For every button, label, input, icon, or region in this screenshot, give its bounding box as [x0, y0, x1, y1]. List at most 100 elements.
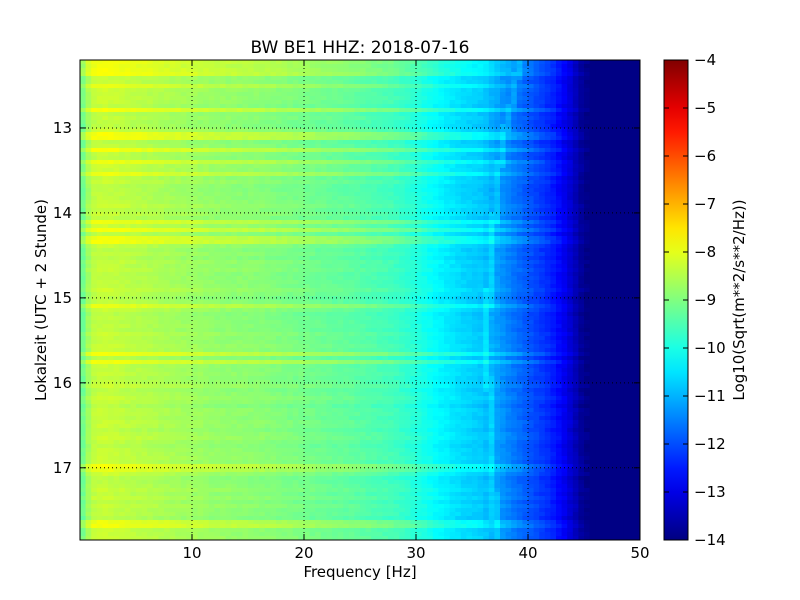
- heatmap-cell: [259, 164, 266, 169]
- heatmap-cell: [628, 60, 635, 65]
- heatmap-cell: [304, 216, 311, 221]
- heatmap-cell: [404, 132, 411, 137]
- heatmap-cell: [578, 252, 585, 257]
- heatmap-cell: [404, 188, 411, 193]
- heatmap-cell: [102, 172, 109, 177]
- heatmap-cell: [360, 88, 367, 93]
- heatmap-cell: [421, 184, 428, 189]
- heatmap-cell: [600, 224, 607, 229]
- heatmap-cell: [315, 220, 322, 225]
- heatmap-cell: [169, 140, 176, 145]
- heatmap-cell: [494, 148, 501, 153]
- heatmap-cell: [102, 212, 109, 217]
- heatmap-cell: [623, 204, 630, 209]
- heatmap-cell: [147, 108, 154, 113]
- heatmap-cell: [399, 200, 406, 205]
- heatmap-cell: [203, 112, 210, 117]
- heatmap-cell: [108, 200, 115, 205]
- heatmap-cell: [119, 96, 126, 101]
- heatmap-cell: [612, 68, 619, 73]
- heatmap-cell: [488, 76, 495, 81]
- heatmap-cell: [309, 248, 316, 253]
- heatmap-cell: [483, 200, 490, 205]
- heatmap-cell: [393, 244, 400, 249]
- heatmap-cell: [578, 96, 585, 101]
- heatmap-cell: [304, 112, 311, 117]
- heatmap-cell: [96, 64, 103, 69]
- heatmap-cell: [388, 228, 395, 233]
- heatmap-cell: [158, 256, 165, 261]
- heatmap-cell: [186, 116, 193, 121]
- heatmap-cell: [376, 240, 383, 245]
- heatmap-cell: [427, 232, 434, 237]
- heatmap-cell: [500, 228, 507, 233]
- heatmap-cell: [281, 124, 288, 129]
- heatmap-cell: [416, 152, 423, 157]
- heatmap-cell: [264, 124, 271, 129]
- heatmap-cell: [421, 124, 428, 129]
- heatmap-cell: [399, 176, 406, 181]
- heatmap-cell: [108, 236, 115, 241]
- heatmap-cell: [152, 192, 159, 197]
- heatmap-cell: [169, 168, 176, 173]
- heatmap-cell: [287, 184, 294, 189]
- heatmap-cell: [242, 176, 249, 181]
- heatmap-cell: [225, 252, 232, 257]
- heatmap-cell: [421, 76, 428, 81]
- heatmap-cell: [119, 88, 126, 93]
- heatmap-cell: [85, 96, 92, 101]
- heatmap-cell: [449, 172, 456, 177]
- heatmap-cell: [85, 108, 92, 113]
- heatmap-cell: [438, 112, 445, 117]
- heatmap-cell: [208, 104, 215, 109]
- heatmap-cell: [281, 104, 288, 109]
- heatmap-cell: [332, 192, 339, 197]
- heatmap-cell: [231, 108, 238, 113]
- heatmap-cell: [320, 192, 327, 197]
- heatmap-cell: [175, 140, 182, 145]
- heatmap-cell: [572, 124, 579, 129]
- heatmap-cell: [180, 100, 187, 105]
- heatmap-cell: [544, 140, 551, 145]
- heatmap-cell: [320, 152, 327, 157]
- heatmap-cell: [528, 196, 535, 201]
- heatmap-cell: [242, 92, 249, 97]
- heatmap-cell: [264, 72, 271, 77]
- heatmap-cell: [152, 152, 159, 157]
- heatmap-cell: [220, 144, 227, 149]
- heatmap-cell: [466, 172, 473, 177]
- heatmap-cell: [292, 204, 299, 209]
- heatmap-cell: [404, 100, 411, 105]
- heatmap-cell: [141, 152, 148, 157]
- heatmap-cell: [561, 60, 568, 65]
- heatmap-cell: [270, 140, 277, 145]
- heatmap-cell: [488, 80, 495, 85]
- heatmap-cell: [298, 156, 305, 161]
- heatmap-cell: [606, 184, 613, 189]
- heatmap-cell: [236, 200, 243, 205]
- heatmap-cell: [365, 236, 372, 241]
- heatmap-cell: [584, 64, 591, 69]
- heatmap-cell: [343, 116, 350, 121]
- heatmap-cell: [556, 116, 563, 121]
- heatmap-cell: [332, 112, 339, 117]
- heatmap-cell: [270, 100, 277, 105]
- heatmap-cell: [421, 248, 428, 253]
- heatmap-cell: [158, 232, 165, 237]
- heatmap-cell: [192, 84, 199, 89]
- heatmap-cell: [91, 248, 98, 253]
- heatmap-cell: [416, 144, 423, 149]
- heatmap-cell: [287, 252, 294, 257]
- heatmap-cell: [332, 68, 339, 73]
- heatmap-cell: [578, 200, 585, 205]
- heatmap-cell: [175, 100, 182, 105]
- heatmap-cell: [326, 184, 333, 189]
- heatmap-cell: [124, 148, 131, 153]
- heatmap-cell: [220, 76, 227, 81]
- heatmap-cell: [623, 168, 630, 173]
- heatmap-cell: [320, 200, 327, 205]
- heatmap-cell: [634, 212, 640, 217]
- heatmap-cell: [556, 72, 563, 77]
- heatmap-cell: [438, 216, 445, 221]
- heatmap-cell: [399, 220, 406, 225]
